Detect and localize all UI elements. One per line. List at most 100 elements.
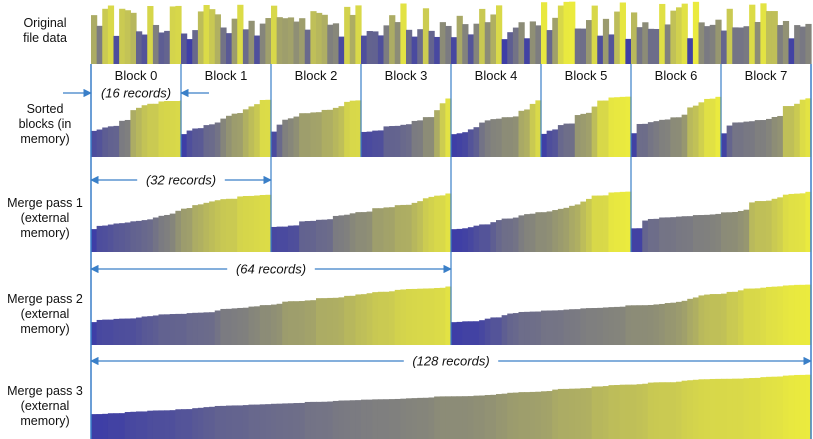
record-bar [276, 303, 283, 345]
record-bar [316, 112, 323, 157]
record-bar [332, 215, 340, 252]
record-bar [788, 106, 795, 157]
record-bar [529, 391, 536, 439]
record-bar [760, 3, 767, 64]
record-bar [535, 311, 542, 345]
record-bar [659, 382, 666, 439]
record-bar [282, 403, 289, 439]
record-bar [552, 310, 559, 345]
record-bar [631, 133, 638, 157]
record-bar [608, 97, 615, 157]
record-bar [642, 220, 649, 252]
record-bar [687, 298, 694, 345]
record-bar [226, 115, 233, 157]
record-bar [130, 411, 137, 439]
record-bar [754, 377, 761, 439]
record-bar [586, 20, 593, 64]
record-bar [586, 388, 593, 439]
record-bar [692, 297, 700, 345]
record-bar [389, 207, 396, 252]
record-bar [721, 378, 728, 439]
record-bar [507, 392, 514, 439]
record-bar [96, 225, 103, 252]
record-bar [96, 129, 103, 157]
record-bar [602, 386, 610, 439]
record-bar [439, 396, 446, 439]
record-bar [316, 12, 323, 64]
record-bar [636, 384, 643, 439]
record-bar [265, 18, 272, 65]
record-bar [574, 309, 581, 345]
record-bar [721, 212, 728, 252]
record-bar [788, 193, 795, 252]
record-bar [614, 192, 621, 252]
record-bar [608, 385, 615, 439]
record-bar [484, 22, 491, 64]
record-bar [130, 318, 137, 345]
record-bar [490, 14, 497, 64]
record-bar [394, 205, 401, 252]
record-bar [310, 220, 317, 252]
record-bar [743, 209, 750, 252]
record-bar [586, 112, 593, 157]
block-label: Block 3 [385, 68, 428, 83]
record-bar [124, 10, 131, 64]
record-bar [327, 297, 334, 345]
record-bar [349, 400, 356, 439]
block-label: Block 0 [115, 68, 158, 83]
record-bar [338, 215, 345, 252]
record-bar [467, 129, 475, 157]
record-bar [726, 378, 733, 439]
record-bar [355, 400, 362, 439]
record-bar [704, 294, 711, 345]
record-bar [321, 219, 328, 252]
record-bar [321, 298, 328, 345]
record-bar [226, 308, 233, 345]
record-bar [327, 24, 334, 64]
record-bar [462, 228, 469, 252]
record-bar [563, 388, 570, 439]
record-bar [664, 119, 671, 157]
record-bar [389, 399, 396, 439]
record-bar [422, 117, 430, 157]
record-bar [456, 133, 463, 157]
record-bar [670, 117, 677, 157]
record-bar [518, 392, 525, 439]
record-bar [434, 396, 441, 439]
record-bar [782, 20, 790, 64]
record-bar [501, 393, 508, 439]
record-bar [512, 116, 520, 157]
record-bar [473, 395, 480, 439]
record-bar [428, 196, 435, 252]
record-bar [197, 204, 205, 252]
record-bar [400, 204, 407, 252]
record-bar [743, 378, 750, 439]
record-bar [372, 130, 379, 157]
record-bar [406, 288, 413, 345]
record-bar [754, 21, 761, 65]
record-bar [344, 295, 351, 345]
record-bar [113, 223, 120, 252]
record-bar [181, 208, 188, 252]
record-bar [310, 300, 317, 345]
record-bar [209, 9, 216, 65]
dimension-label: (64 records) [236, 262, 306, 277]
record-bar [169, 314, 176, 345]
record-bar [316, 298, 323, 345]
record-bar [732, 378, 739, 439]
record-bar [676, 216, 683, 252]
record-bar [687, 380, 694, 439]
record-bar [434, 36, 441, 64]
record-bar [771, 116, 778, 157]
record-bar [186, 130, 193, 157]
record-bar [209, 201, 216, 252]
record-bar [794, 374, 801, 439]
record-bar [664, 217, 671, 252]
record-bar [676, 301, 683, 345]
record-bar [338, 297, 345, 345]
record-bar [749, 202, 756, 252]
record-bar [726, 291, 733, 345]
record-bar [271, 304, 278, 345]
record-bar [766, 118, 773, 157]
